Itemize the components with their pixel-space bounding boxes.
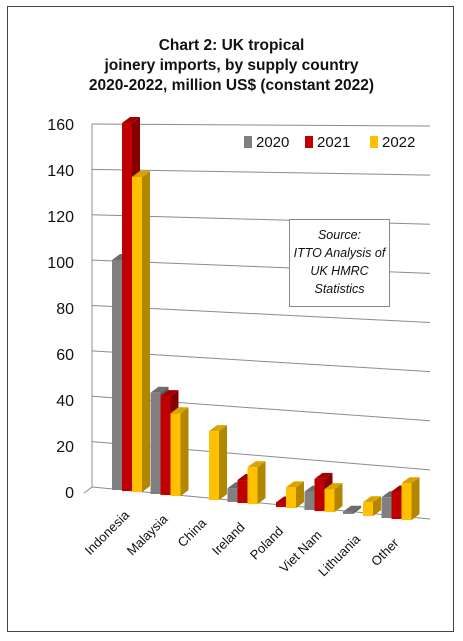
legend-label: 2020 [256,134,289,151]
y-tick-label: 0 [65,485,74,502]
bar-side [257,461,266,505]
gridline [91,123,431,127]
y-tick-label: 60 [56,347,74,364]
bar-side [142,170,150,493]
bar-front [132,176,142,493]
bar-side [411,477,420,521]
chart-title-line-1: Chart 2: UK tropical [158,37,305,54]
bar-top [363,496,381,503]
chart-title-line-2: joinery imports, by supply country [104,57,359,74]
y-tick-label: 140 [47,163,74,180]
bar-top [132,170,150,177]
source-line-2: ITTO Analysis of [293,246,386,260]
x-tick-label: Ireland [209,519,248,558]
bar-front [170,413,181,497]
bar-front [381,497,392,518]
gridline [91,168,431,176]
bar-front [247,467,258,505]
bar-front [237,480,248,504]
bar-side [373,496,381,517]
bar-front [150,392,161,494]
bar [324,483,343,513]
bar [189,491,207,498]
x-tick-label: Poland [247,523,286,562]
bar [363,496,381,517]
bar-front [314,478,325,512]
x-tick-label: Other [368,535,402,569]
legend-swatch [244,136,252,148]
bar-side [219,425,227,501]
y-tick-label: 100 [47,255,74,272]
bar [170,407,189,497]
y-tick-label: 120 [47,209,74,226]
y-tick-label: 160 [47,117,74,134]
bar-top [343,505,361,512]
chart-frame [7,6,454,632]
bar-top [160,390,179,397]
bar-top [170,407,189,414]
bar-front [401,483,412,521]
bar-top [401,477,420,484]
bar-top [122,117,140,124]
bar-front [343,511,353,514]
bar-front [122,123,132,492]
legend-swatch [305,136,313,148]
bar [132,170,150,493]
bar-side [353,505,361,514]
bar [401,477,420,521]
bar-top [314,472,333,479]
bar-front [209,431,219,501]
bar-front [227,488,238,502]
bar-side [199,491,207,498]
bar-top [150,386,169,393]
bar-top [286,481,304,488]
bar [209,425,227,501]
legend-swatch [370,136,378,148]
y-tick-label: 20 [56,439,74,456]
bar-side [334,483,343,513]
bar-front [112,260,122,490]
source-line-4: Statistics [314,282,365,296]
y-tick-label: 40 [56,393,74,410]
bar-front [304,491,315,510]
legend-label: 2021 [317,134,350,151]
legend-label: 2022 [382,134,415,151]
bar-front [276,502,286,508]
source-line-1: Source: [317,228,362,242]
chart-title: Chart 2: UK tropical joinery imports, by… [0,36,463,96]
bar-side [180,407,189,497]
source-line-3: UK HMRC [310,264,369,278]
bar [247,461,266,505]
bar [343,505,361,514]
bar-front [286,487,296,509]
bar [286,481,304,509]
y-axis: 0 20 40 60 80 100 120 140 160 [47,117,74,502]
x-tick-label: China [174,515,209,550]
bar-top [209,425,227,432]
floor-edge [83,486,93,494]
bars [112,117,420,521]
legend: 2020 2021 2022 [244,134,415,151]
chart-title-line-3: 2020-2022, million US$ (constant 2022) [88,77,375,94]
bar-front [160,396,171,496]
bar-front [324,489,335,513]
bar-front [363,502,373,517]
bar-top [324,483,343,490]
y-tick-label: 80 [56,301,74,318]
bar-top [247,461,266,468]
bar-front [391,491,402,520]
bar-side [296,481,304,509]
source-annotation: Source: ITTO Analysis of UK HMRC Statist… [289,219,390,307]
